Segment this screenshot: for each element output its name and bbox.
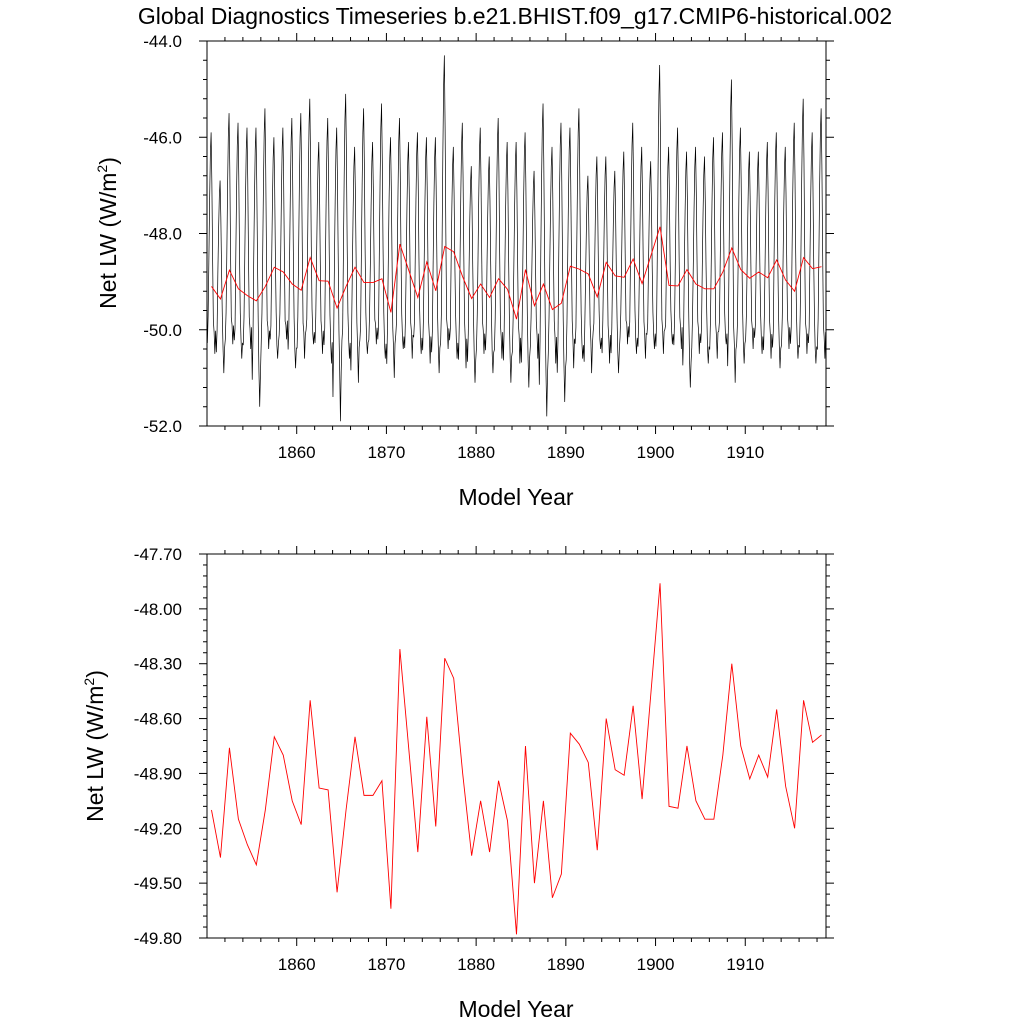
y-axis-label-superscript: 2 (81, 678, 97, 686)
x-tick-label: 1890 (547, 955, 585, 974)
y-tick-label: -50.0 (143, 321, 182, 340)
y-tick-label: -46.0 (143, 128, 182, 147)
y-axis-label-main: Net LW (W/m (95, 173, 121, 309)
y-tick-label: -49.80 (134, 929, 182, 948)
x-tick-label: 1900 (637, 955, 675, 974)
x-axis-label: Model Year (458, 484, 573, 510)
y-tick-label: -49.20 (134, 819, 182, 838)
axis-tick-labels: 1860 1870 1880 1890 1900 1910 -47.70 -48.00 -48.… (134, 545, 764, 974)
y-axis-label-main: Net LW (W/m (82, 686, 108, 822)
x-axis-label: Model Year (458, 996, 573, 1022)
y-tick-label: -47.70 (134, 545, 182, 564)
monthly-annual-panel: 1860 1870 1880 1890 1900 1910 -44.0 -46.0 -48.0 -… (94, 32, 834, 510)
series-lines (207, 55, 826, 422)
x-tick-label: 1880 (457, 443, 495, 462)
x-tick-label: 1910 (726, 955, 764, 974)
axis-tick-labels: 1860 1870 1880 1890 1900 1910 -44.0 -46.0 -48.0 -… (143, 32, 764, 462)
x-tick-label: 1900 (637, 443, 675, 462)
y-tick-label: -48.30 (134, 655, 182, 674)
x-tick-label: 1870 (368, 955, 406, 974)
y-tick-label: -48.60 (134, 710, 182, 729)
x-tick-label: 1860 (278, 443, 316, 462)
series-lines (211, 583, 822, 935)
y-axis-label: Net LW (W/m2) (81, 670, 108, 822)
y-tick-label: -52.0 (143, 417, 182, 436)
y-axis-label-close: ) (95, 157, 121, 165)
plot-frame (206, 553, 827, 939)
y-tick-label: -48.90 (134, 764, 182, 783)
annual-series-line (211, 583, 822, 935)
annual-series-line (211, 226, 822, 320)
y-tick-label: -44.0 (143, 32, 182, 51)
x-tick-label: 1870 (368, 443, 406, 462)
y-tick-label: -48.0 (143, 225, 182, 244)
y-axis-label: Net LW (W/m2) (94, 157, 121, 309)
y-tick-label: -49.50 (134, 874, 182, 893)
axis-ticks (199, 33, 834, 434)
figure-title: Global Diagnostics Timeseries b.e21.BHIS… (138, 3, 892, 29)
y-axis-label-close: ) (82, 670, 108, 678)
monthly-series-line (207, 55, 826, 422)
annual-panel: 1860 1870 1880 1890 1900 1910 -47.70 -48.00 -48.… (81, 545, 834, 1022)
axis-ticks (199, 546, 834, 946)
x-tick-label: 1890 (547, 443, 585, 462)
x-tick-label: 1860 (278, 955, 316, 974)
x-tick-label: 1880 (457, 955, 495, 974)
y-axis-label-superscript: 2 (94, 165, 110, 173)
y-tick-label: -48.00 (134, 600, 182, 619)
x-tick-label: 1910 (726, 443, 764, 462)
plot-frame (206, 40, 827, 427)
